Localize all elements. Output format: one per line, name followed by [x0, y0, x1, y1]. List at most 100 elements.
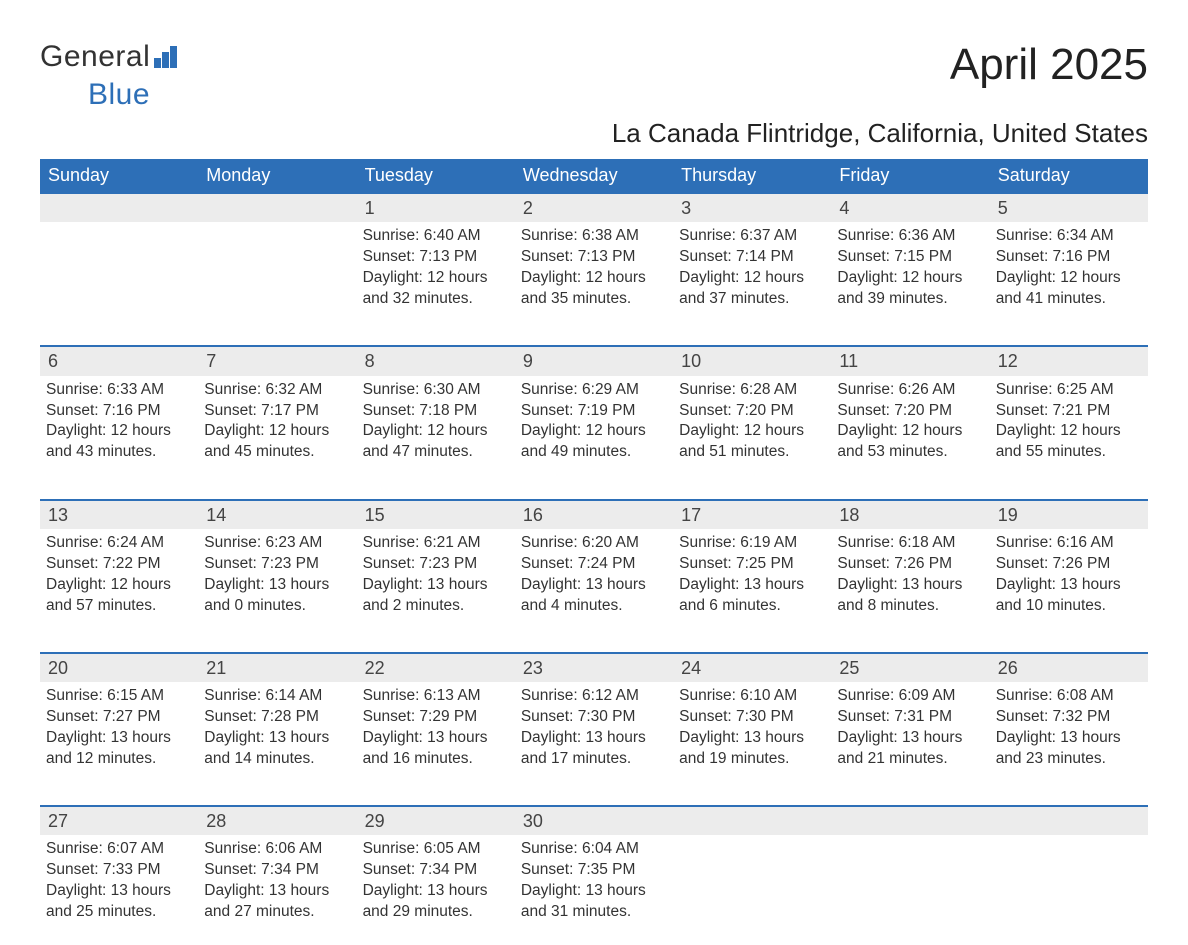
sunrise-text: Sunrise: 6:10 AM: [679, 686, 825, 707]
week-daynum-row: 6789101112: [40, 346, 1148, 375]
sunset-text: Sunset: 7:29 PM: [363, 707, 509, 728]
sunrise-text: Sunrise: 6:20 AM: [521, 533, 667, 554]
week-detail-row: Sunrise: 6:33 AMSunset: 7:16 PMDaylight:…: [40, 376, 1148, 486]
daylight-text: Daylight: 12 hours and 53 minutes.: [837, 421, 983, 463]
daylight-text: Daylight: 13 hours and 29 minutes.: [363, 881, 509, 923]
day-detail-cell: Sunrise: 6:20 AMSunset: 7:24 PMDaylight:…: [515, 529, 673, 639]
sunset-text: Sunset: 7:17 PM: [204, 401, 350, 422]
day-number-cell: [198, 193, 356, 222]
sunrise-text: Sunrise: 6:05 AM: [363, 839, 509, 860]
day-number-cell: 13: [40, 500, 198, 529]
sunset-text: Sunset: 7:14 PM: [679, 247, 825, 268]
day-detail-cell: Sunrise: 6:24 AMSunset: 7:22 PMDaylight:…: [40, 529, 198, 639]
day-number-cell: 29: [357, 806, 515, 835]
sunset-text: Sunset: 7:19 PM: [521, 401, 667, 422]
daylight-text: Daylight: 13 hours and 2 minutes.: [363, 575, 509, 617]
sunrise-text: Sunrise: 6:38 AM: [521, 226, 667, 247]
col-monday: Monday: [198, 159, 356, 193]
day-number-cell: 18: [831, 500, 989, 529]
sunrise-text: Sunrise: 6:23 AM: [204, 533, 350, 554]
day-detail-cell: Sunrise: 6:25 AMSunset: 7:21 PMDaylight:…: [990, 376, 1148, 486]
sunrise-text: Sunrise: 6:16 AM: [996, 533, 1142, 554]
logo-text-blue: Blue: [88, 78, 150, 112]
daylight-text: Daylight: 12 hours and 35 minutes.: [521, 268, 667, 310]
day-detail-cell: Sunrise: 6:26 AMSunset: 7:20 PMDaylight:…: [831, 376, 989, 486]
sunrise-text: Sunrise: 6:24 AM: [46, 533, 192, 554]
day-detail-cell: Sunrise: 6:04 AMSunset: 7:35 PMDaylight:…: [515, 835, 673, 945]
day-number-cell: 15: [357, 500, 515, 529]
daylight-text: Daylight: 12 hours and 51 minutes.: [679, 421, 825, 463]
day-detail-cell: Sunrise: 6:14 AMSunset: 7:28 PMDaylight:…: [198, 682, 356, 792]
day-detail-cell: [198, 222, 356, 332]
day-detail-cell: Sunrise: 6:28 AMSunset: 7:20 PMDaylight:…: [673, 376, 831, 486]
day-detail-cell: Sunrise: 6:05 AMSunset: 7:34 PMDaylight:…: [357, 835, 515, 945]
logo-text-general: General: [40, 40, 150, 74]
day-number-cell: 7: [198, 346, 356, 375]
day-detail-cell: [40, 222, 198, 332]
sunset-text: Sunset: 7:20 PM: [837, 401, 983, 422]
day-number-cell: 27: [40, 806, 198, 835]
daylight-text: Daylight: 13 hours and 25 minutes.: [46, 881, 192, 923]
sunset-text: Sunset: 7:34 PM: [363, 860, 509, 881]
day-detail-cell: Sunrise: 6:21 AMSunset: 7:23 PMDaylight:…: [357, 529, 515, 639]
daylight-text: Daylight: 12 hours and 37 minutes.: [679, 268, 825, 310]
day-detail-cell: Sunrise: 6:33 AMSunset: 7:16 PMDaylight:…: [40, 376, 198, 486]
sunset-text: Sunset: 7:26 PM: [837, 554, 983, 575]
sunrise-text: Sunrise: 6:13 AM: [363, 686, 509, 707]
sunset-text: Sunset: 7:23 PM: [363, 554, 509, 575]
daylight-text: Daylight: 13 hours and 6 minutes.: [679, 575, 825, 617]
day-number-cell: 26: [990, 653, 1148, 682]
week-detail-row: Sunrise: 6:40 AMSunset: 7:13 PMDaylight:…: [40, 222, 1148, 332]
day-detail-cell: Sunrise: 6:18 AMSunset: 7:26 PMDaylight:…: [831, 529, 989, 639]
day-number-cell: 17: [673, 500, 831, 529]
sunrise-text: Sunrise: 6:36 AM: [837, 226, 983, 247]
daylight-text: Daylight: 13 hours and 14 minutes.: [204, 728, 350, 770]
col-saturday: Saturday: [990, 159, 1148, 193]
day-detail-cell: Sunrise: 6:23 AMSunset: 7:23 PMDaylight:…: [198, 529, 356, 639]
daylight-text: Daylight: 13 hours and 19 minutes.: [679, 728, 825, 770]
day-number-cell: 24: [673, 653, 831, 682]
day-detail-cell: Sunrise: 6:34 AMSunset: 7:16 PMDaylight:…: [990, 222, 1148, 332]
day-number-cell: 4: [831, 193, 989, 222]
day-detail-cell: Sunrise: 6:37 AMSunset: 7:14 PMDaylight:…: [673, 222, 831, 332]
col-friday: Friday: [831, 159, 989, 193]
daylight-text: Daylight: 13 hours and 0 minutes.: [204, 575, 350, 617]
day-detail-cell: Sunrise: 6:29 AMSunset: 7:19 PMDaylight:…: [515, 376, 673, 486]
page-title: April 2025: [950, 40, 1148, 90]
day-detail-cell: Sunrise: 6:32 AMSunset: 7:17 PMDaylight:…: [198, 376, 356, 486]
sunset-text: Sunset: 7:20 PM: [679, 401, 825, 422]
day-detail-cell: Sunrise: 6:12 AMSunset: 7:30 PMDaylight:…: [515, 682, 673, 792]
day-detail-cell: Sunrise: 6:30 AMSunset: 7:18 PMDaylight:…: [357, 376, 515, 486]
daylight-text: Daylight: 13 hours and 31 minutes.: [521, 881, 667, 923]
sunset-text: Sunset: 7:27 PM: [46, 707, 192, 728]
col-thursday: Thursday: [673, 159, 831, 193]
week-separator: [40, 486, 1148, 500]
daylight-text: Daylight: 13 hours and 8 minutes.: [837, 575, 983, 617]
sunrise-text: Sunrise: 6:28 AM: [679, 380, 825, 401]
daylight-text: Daylight: 13 hours and 21 minutes.: [837, 728, 983, 770]
day-number-cell: 22: [357, 653, 515, 682]
sunrise-text: Sunrise: 6:06 AM: [204, 839, 350, 860]
day-number-cell: [40, 193, 198, 222]
day-detail-cell: Sunrise: 6:10 AMSunset: 7:30 PMDaylight:…: [673, 682, 831, 792]
daylight-text: Daylight: 13 hours and 27 minutes.: [204, 881, 350, 923]
day-detail-cell: Sunrise: 6:07 AMSunset: 7:33 PMDaylight:…: [40, 835, 198, 945]
week-separator: [40, 639, 1148, 653]
sunset-text: Sunset: 7:13 PM: [521, 247, 667, 268]
day-number-cell: [673, 806, 831, 835]
day-number-cell: 28: [198, 806, 356, 835]
sunrise-text: Sunrise: 6:07 AM: [46, 839, 192, 860]
weekday-header-row: Sunday Monday Tuesday Wednesday Thursday…: [40, 159, 1148, 193]
sunset-text: Sunset: 7:25 PM: [679, 554, 825, 575]
col-tuesday: Tuesday: [357, 159, 515, 193]
week-daynum-row: 13141516171819: [40, 500, 1148, 529]
sunrise-text: Sunrise: 6:25 AM: [996, 380, 1142, 401]
day-detail-cell: Sunrise: 6:13 AMSunset: 7:29 PMDaylight:…: [357, 682, 515, 792]
daylight-text: Daylight: 12 hours and 57 minutes.: [46, 575, 192, 617]
sunrise-text: Sunrise: 6:29 AM: [521, 380, 667, 401]
day-detail-cell: Sunrise: 6:38 AMSunset: 7:13 PMDaylight:…: [515, 222, 673, 332]
sunrise-text: Sunrise: 6:14 AM: [204, 686, 350, 707]
day-number-cell: 21: [198, 653, 356, 682]
day-number-cell: [831, 806, 989, 835]
sunset-text: Sunset: 7:16 PM: [996, 247, 1142, 268]
